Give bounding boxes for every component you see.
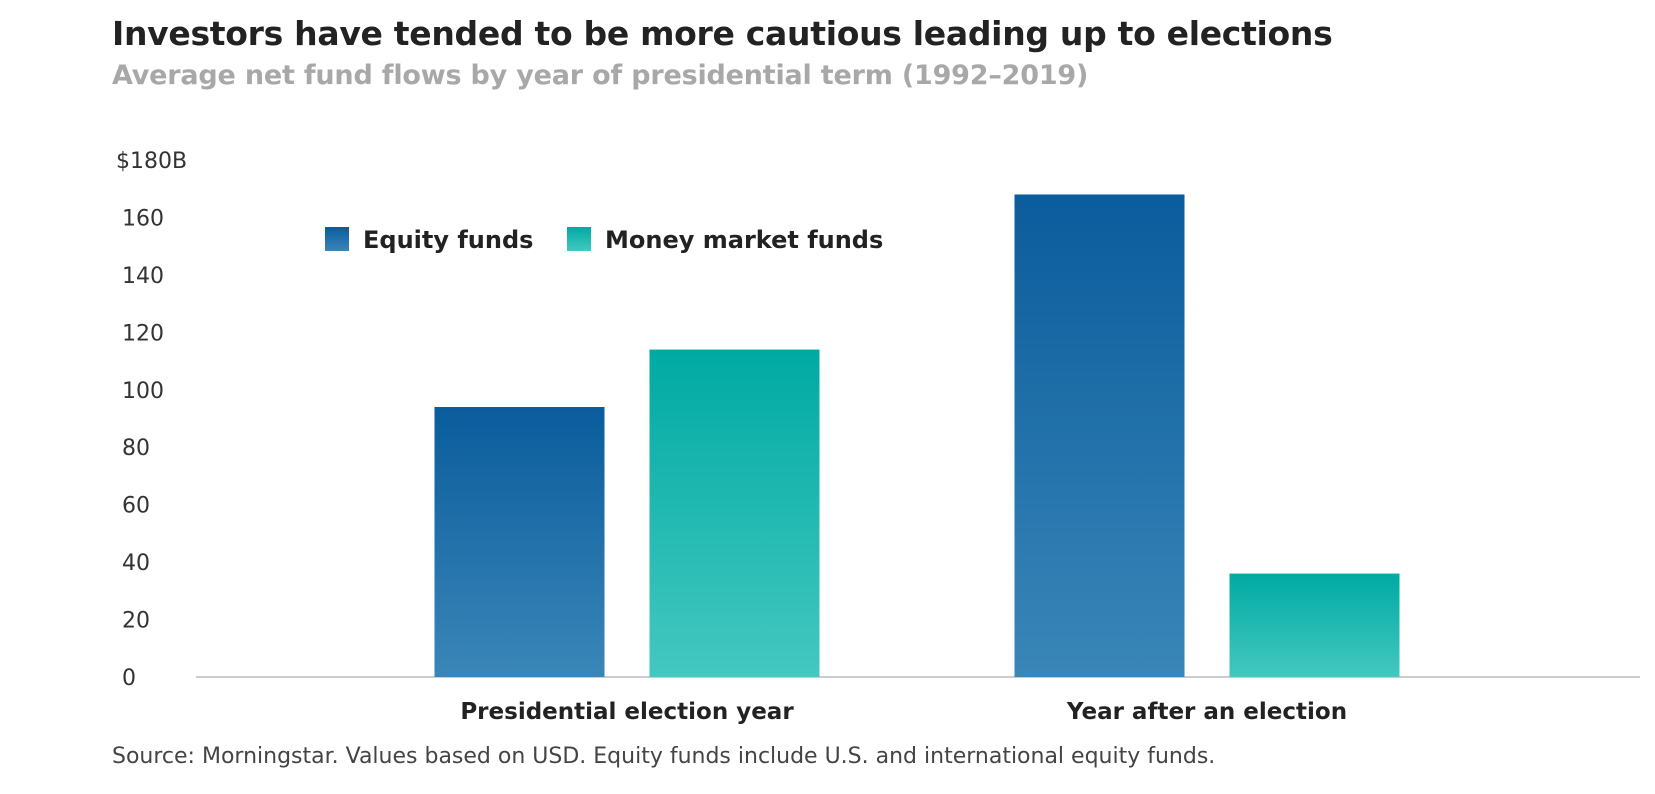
y-tick-label: 0 xyxy=(122,666,136,691)
chart-subtitle: Average net fund flows by year of presid… xyxy=(112,60,1089,91)
legend-label-money-market: Money market funds xyxy=(605,226,883,254)
y-tick-label: 160 xyxy=(122,206,164,231)
bar-money-market-election-year xyxy=(649,349,820,677)
legend: Equity funds Money market funds xyxy=(325,226,883,254)
source-note: Source: Morningstar. Values based on USD… xyxy=(112,744,1216,769)
category-labels: Presidential election year Year after an … xyxy=(460,699,1347,725)
legend-swatch-equity xyxy=(325,227,349,251)
y-axis-tick-labels: 0 20 40 60 80 100 120 140 160 $180B xyxy=(116,149,187,691)
y-tick-label: 40 xyxy=(122,551,150,576)
bars-group xyxy=(434,194,1400,677)
x-category-label: Presidential election year xyxy=(460,699,794,725)
y-tick-label: 80 xyxy=(122,436,150,461)
chart-title: Investors have tended to be more cautiou… xyxy=(112,14,1333,53)
legend-label-equity: Equity funds xyxy=(363,226,533,254)
bar-money-market-year-after xyxy=(1229,573,1400,677)
y-tick-label: 100 xyxy=(122,379,164,404)
legend-swatch-money-market xyxy=(567,227,591,251)
bar-equity-year-after xyxy=(1014,194,1185,677)
y-tick-label: 120 xyxy=(122,321,164,346)
x-category-label: Year after an election xyxy=(1066,699,1347,725)
y-tick-label: 140 xyxy=(122,264,164,289)
y-tick-label: 60 xyxy=(122,494,150,519)
y-tick-label: $180B xyxy=(116,149,187,174)
bar-equity-election-year xyxy=(434,407,605,677)
y-tick-label: 20 xyxy=(122,609,150,634)
